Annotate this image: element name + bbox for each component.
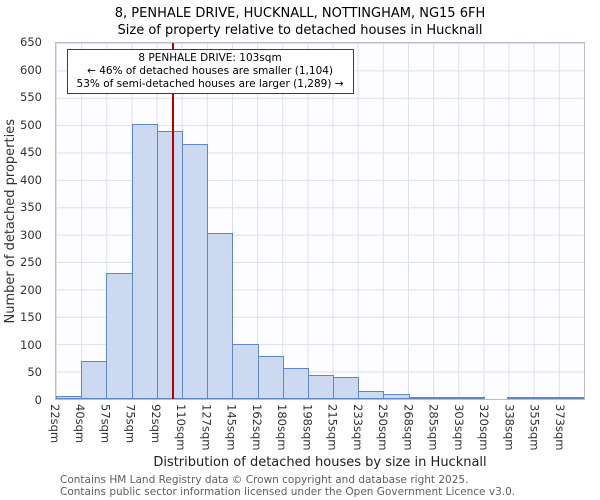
x-tick-labels: 22sqm 40sqm 57sqm 75sqm 92sqm 110sqm 127sqm 145… [48, 401, 585, 455]
y-tick-label: 0 [34, 393, 42, 407]
y-tick-labels: 0 50 100 150 200 250 300 350 400 450 500 550 600 650 [0, 35, 50, 407]
x-tick-label: 127sqm [199, 404, 214, 451]
x-tick-label: 373sqm [552, 404, 567, 451]
annotation-larger-text: 53% of semi-detached houses are larger (… [76, 78, 344, 90]
bar-355sqm [532, 397, 559, 399]
footer-line-2: Contains public sector information licen… [60, 485, 516, 498]
x-tick-label: 215sqm [325, 404, 340, 451]
bar-198sqm [307, 374, 335, 399]
annotation-box: 8 PENHALE DRIVE: 103sqm ← 46% of detache… [66, 49, 354, 94]
footer: Contains HM Land Registry data © Crown c… [60, 474, 516, 498]
x-tick-label: 57sqm [98, 404, 113, 444]
bar-233sqm [358, 391, 385, 399]
bar-145sqm [232, 344, 259, 399]
property-marker-line [172, 43, 174, 399]
x-tick-label: 320sqm [477, 404, 492, 451]
bar-268sqm [408, 397, 435, 399]
y-tick-label: 600 [20, 62, 42, 77]
x-tick-label: 233sqm [350, 404, 365, 451]
bar-303sqm [459, 397, 486, 399]
y-tick-label: 400 [20, 172, 42, 187]
bar-40sqm [81, 360, 108, 399]
y-tick-label: 100 [20, 337, 42, 352]
x-tick-label: 92sqm [148, 404, 163, 444]
y-tick-label: 150 [20, 310, 42, 325]
plot-area: 8 PENHALE DRIVE: 103sqm ← 46% of detache… [55, 42, 585, 400]
y-tick-label: 250 [20, 255, 42, 270]
bar-127sqm [207, 233, 234, 399]
y-tick-label: 300 [20, 227, 42, 242]
x-tick-label: 268sqm [401, 404, 416, 451]
x-tick-label: 180sqm [275, 404, 290, 451]
x-axis-title: Distribution of detached houses by size … [153, 455, 487, 470]
y-tick-label: 350 [20, 200, 42, 215]
y-tick-label: 550 [20, 90, 42, 105]
y-tick-label: 50 [27, 365, 42, 380]
x-tick-label: 303sqm [451, 404, 466, 451]
x-tick-label: 75sqm [123, 404, 138, 444]
bar-162sqm [257, 355, 284, 399]
bar-285sqm [433, 397, 460, 399]
x-tick-label: 162sqm [249, 404, 264, 451]
x-tick-label: 285sqm [426, 404, 441, 451]
x-tick-label: 22sqm [48, 404, 62, 444]
footer-line-1: Contains HM Land Registry data © Crown c… [60, 474, 469, 486]
x-tick-label: 110sqm [174, 404, 189, 451]
x-tick-label: 145sqm [224, 404, 239, 451]
bar-373sqm [557, 396, 584, 399]
x-tick-label: 198sqm [300, 404, 315, 451]
bar-57sqm [106, 273, 133, 399]
x-tick-label: 338sqm [502, 404, 517, 451]
y-tick-label: 450 [20, 145, 42, 160]
bar-75sqm [131, 123, 158, 399]
chart-subtitle: Size of property relative to detached ho… [117, 23, 483, 38]
x-tick-label: 355sqm [527, 404, 542, 451]
bar-250sqm [383, 393, 410, 399]
annotation-smaller-text: ← 46% of detached houses are smaller (1,… [87, 65, 334, 77]
bar-110sqm [181, 144, 209, 399]
bar-338sqm [507, 397, 534, 399]
annotation-title: 8 PENHALE DRIVE: 103sqm [138, 52, 282, 64]
x-tick-label: 250sqm [376, 404, 391, 451]
bars-container [56, 43, 584, 399]
bar-180sqm [282, 367, 309, 399]
y-tick-label: 650 [20, 35, 42, 49]
bar-215sqm [333, 377, 360, 399]
bar-22sqm [56, 396, 83, 399]
y-tick-label: 200 [20, 282, 42, 297]
bar-92sqm [156, 130, 183, 399]
chart-title: 8, PENHALE DRIVE, HUCKNALL, NOTTINGHAM, … [114, 6, 486, 21]
y-tick-label: 500 [20, 117, 42, 132]
x-tick-label: 40sqm [73, 404, 88, 444]
